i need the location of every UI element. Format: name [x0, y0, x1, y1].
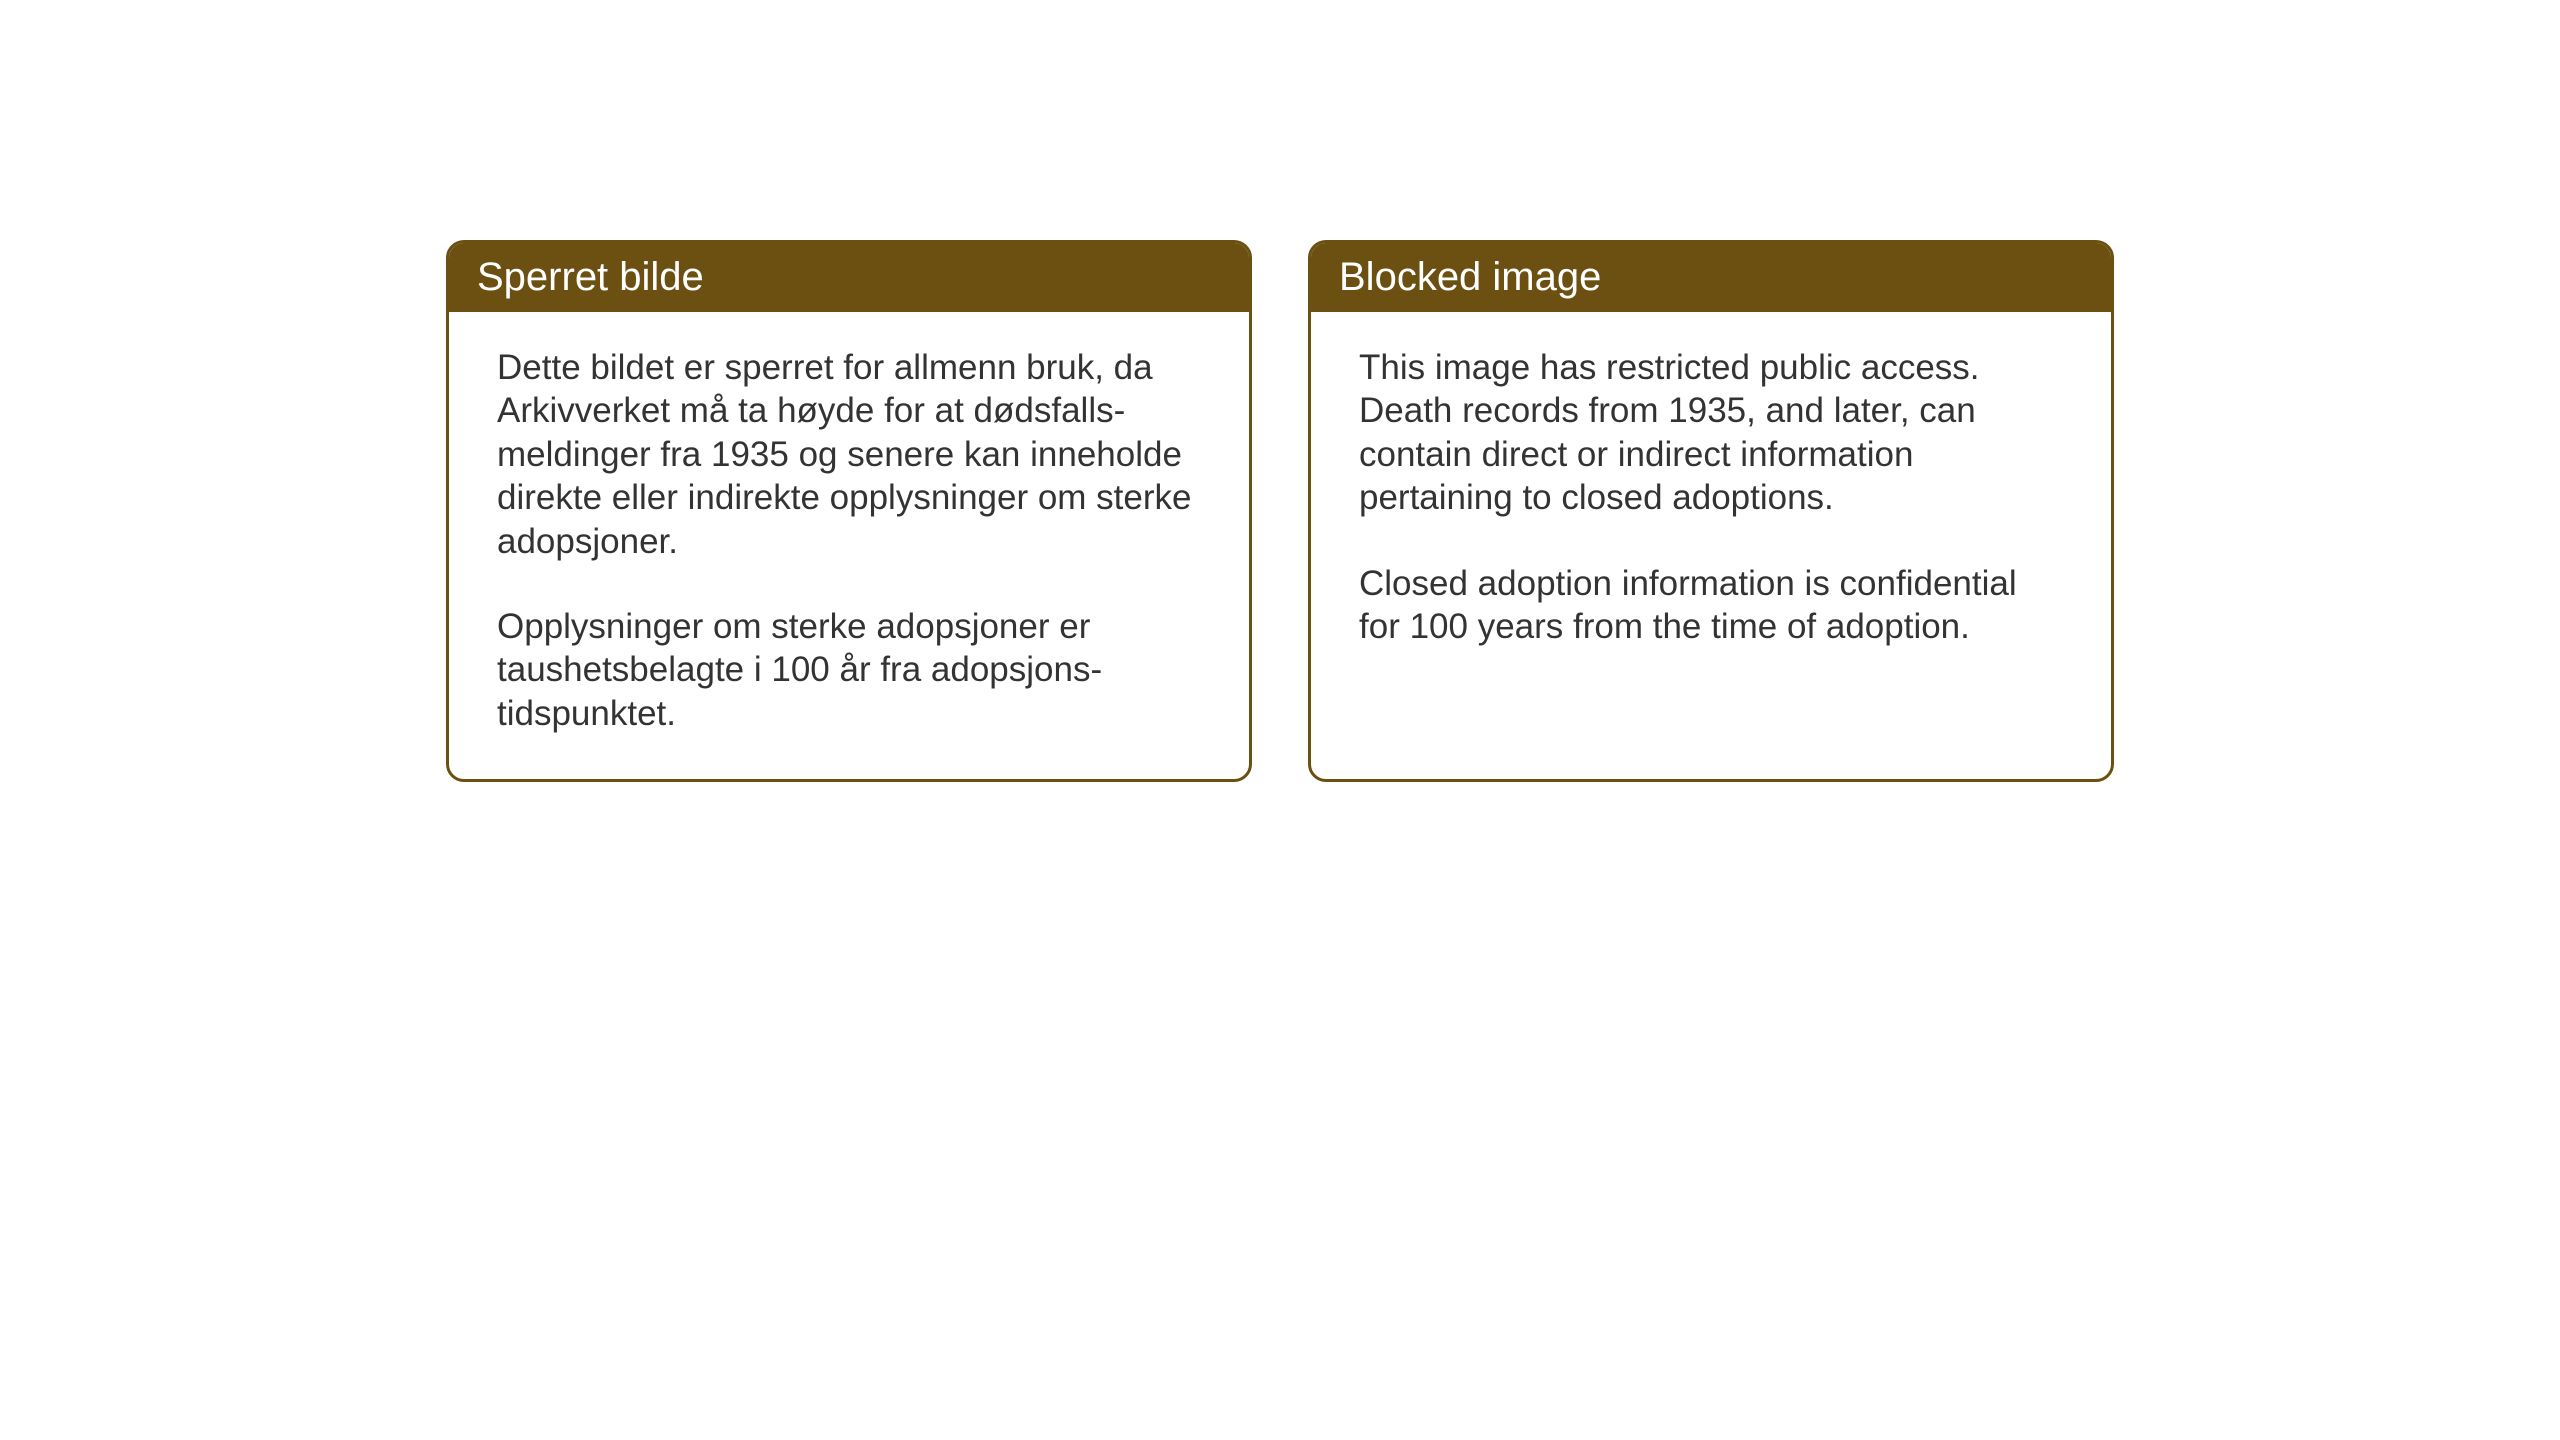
card-paragraph-norwegian-1: Dette bildet er sperret for allmenn bruk… [497, 346, 1201, 563]
card-paragraph-norwegian-2: Opplysninger om sterke adopsjoner er tau… [497, 605, 1201, 735]
card-title-english: Blocked image [1339, 255, 1601, 299]
notice-card-norwegian: Sperret bilde Dette bildet er sperret fo… [446, 240, 1252, 782]
card-paragraph-english-2: Closed adoption information is confident… [1359, 562, 2063, 649]
notice-card-english: Blocked image This image has restricted … [1308, 240, 2114, 782]
card-header-english: Blocked image [1311, 243, 2111, 312]
notice-container: Sperret bilde Dette bildet er sperret fo… [446, 240, 2114, 782]
card-body-norwegian: Dette bildet er sperret for allmenn bruk… [449, 312, 1249, 779]
card-paragraph-english-1: This image has restricted public access.… [1359, 346, 2063, 520]
card-title-norwegian: Sperret bilde [477, 255, 704, 299]
card-body-english: This image has restricted public access.… [1311, 312, 2111, 692]
card-header-norwegian: Sperret bilde [449, 243, 1249, 312]
